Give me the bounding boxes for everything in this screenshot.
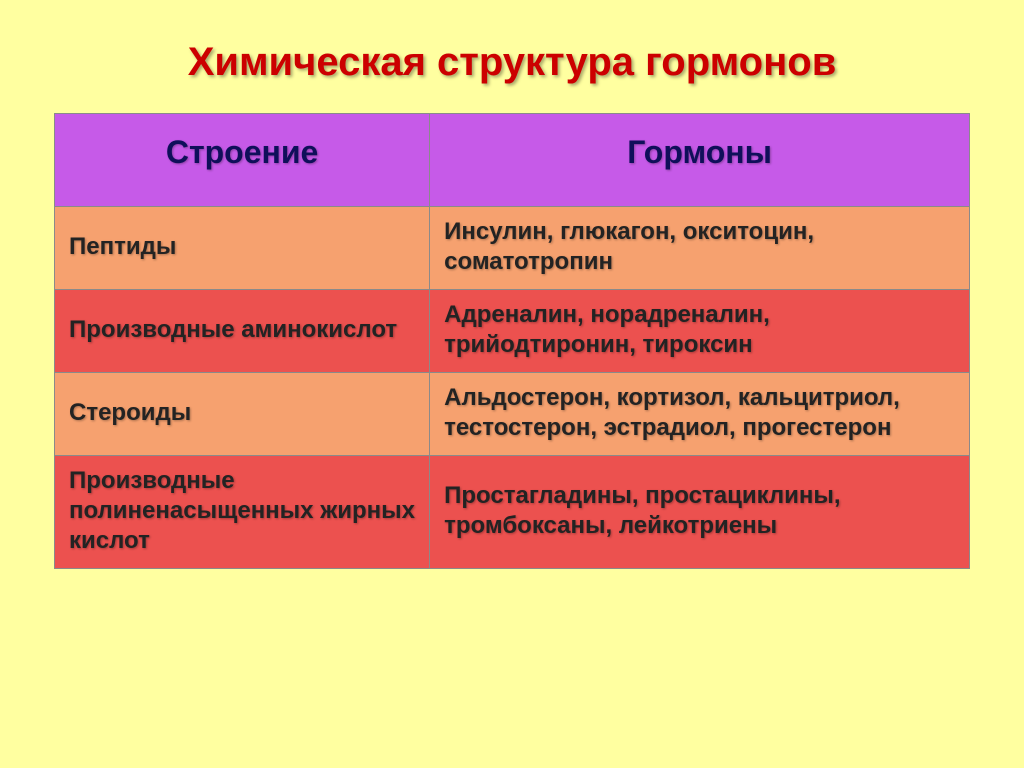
cell-hormones: Альдостерон, кортизол, кальцитриол, тест… <box>430 373 969 455</box>
header-cell-hormones: Гормоны <box>430 114 970 207</box>
cell-structure: Производные аминокислот <box>55 305 429 357</box>
table-row: Производные аминокислот Адреналин, норад… <box>55 290 970 373</box>
cell-structure: Стероиды <box>55 388 429 440</box>
hormone-table: Строение Гормоны Пептиды Инсулин, глюкаг… <box>54 113 970 569</box>
table-row: Производные полиненасыщенных жирных кисл… <box>55 456 970 569</box>
cell-hormones: Инсулин, глюкагон, окситоцин, соматотроп… <box>430 207 969 289</box>
table-header: Строение Гормоны <box>55 114 970 207</box>
header-label: Строение <box>55 114 429 206</box>
table-body: Пептиды Инсулин, глюкагон, окситоцин, со… <box>55 207 970 569</box>
header-cell-structure: Строение <box>55 114 430 207</box>
cell-hormones: Адреналин, норадреналин, трийодтиронин, … <box>430 290 969 372</box>
table-row: Стероиды Альдостерон, кортизол, кальцитр… <box>55 373 970 456</box>
slide-title: Химическая структура гормонов <box>54 40 970 85</box>
cell-structure: Пептиды <box>55 222 429 274</box>
cell-hormones: Простагладины, простациклины, тромбоксан… <box>430 471 969 553</box>
header-label: Гормоны <box>430 114 969 206</box>
cell-structure: Производные полиненасыщенных жирных кисл… <box>55 456 429 568</box>
table-row: Пептиды Инсулин, глюкагон, окситоцин, со… <box>55 207 970 290</box>
